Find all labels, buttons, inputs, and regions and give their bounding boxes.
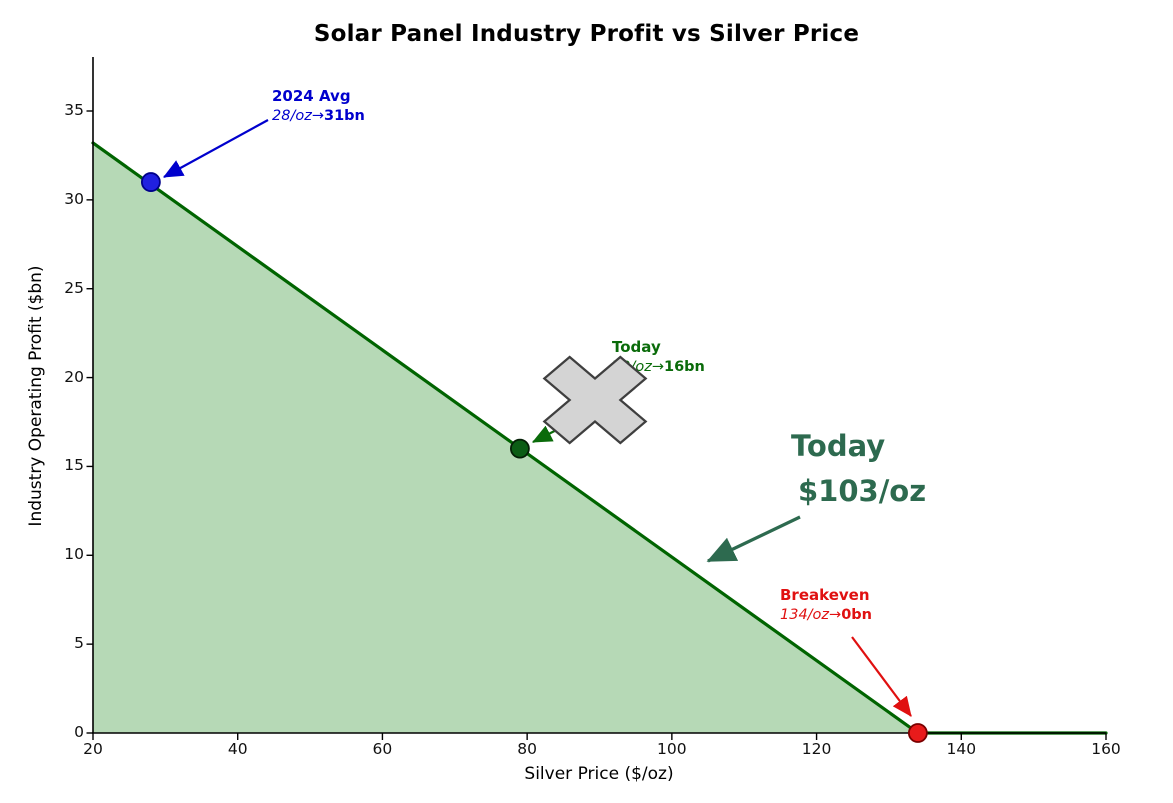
arrow-glyph: → [311,107,324,124]
y-tick-label: 20 [64,367,84,386]
y-tick-label: 0 [74,723,84,741]
x-tick-label: 120 [801,740,832,758]
data-markers [140,172,928,743]
y-tick-label: 15 [64,456,84,475]
annotation-breakeven-title: Breakeven [780,586,870,604]
arrow-2024-avg [163,119,269,178]
annotation-2024-avg-value: 28/oz→31bn [272,107,365,126]
x-axis-label: Silver Price ($/oz) [524,764,674,784]
arrow-glyph: → [829,606,842,623]
marker-today [510,438,530,459]
y-tick-label: 25 [64,278,84,297]
annotation-today: Today 79/oz→16bn [612,338,705,376]
big-note-line1: Today [791,429,886,463]
annotation-breakeven: Breakeven 134/oz→0bn [780,586,872,624]
price-text: 79/oz [612,358,652,375]
profit-text: 31bn [323,107,365,124]
axis-spines [92,57,1106,734]
tick-marks [86,110,1107,740]
x-tick-label: 40 [227,740,248,758]
annotation-2024-avg-title: 2024 Avg [272,87,351,105]
annotation-today-value: 79/oz→16bn [612,358,705,377]
annotation-breakeven-value: 134/oz→0bn [780,606,872,625]
annotation-today-price-big: Today $103/oz [791,424,926,514]
price-text: 134/oz [780,606,830,623]
marker-avg2024 [140,172,161,192]
marker-breakeven [907,723,928,743]
x-tick-label: 60 [372,740,393,758]
annotation-2024-avg: 2024 Avg 28/oz→31bn [272,87,365,125]
arrow-glyph: → [651,358,664,375]
chart-title: Solar Panel Industry Profit vs Silver Pr… [313,21,860,47]
arrow-today [532,419,577,443]
price-text: 28/oz [272,107,312,124]
x-tick-label: 160 [1091,740,1121,758]
x-tick-label: 80 [517,740,538,758]
y-tick-label: 10 [64,545,84,564]
shaded-profit-area [93,142,1106,733]
x-tick-label: 140 [946,740,977,758]
annotation-today-title: Today [612,338,661,356]
y-tick-label: 5 [74,634,84,653]
big-note-line2: $103/oz [798,473,927,508]
profit-text: 0bn [841,606,872,623]
x-tick-label: 100 [657,740,687,758]
arrow-today-price-big [706,515,801,563]
y-axis-label: Industry Operating Profit ($bn) [26,265,46,527]
arrow-breakeven [851,636,912,717]
y-tick-label: 30 [64,189,84,208]
profit-text: 16bn [663,358,705,375]
y-tick-label: 35 [64,101,84,119]
x-tick-label: 20 [83,740,103,758]
